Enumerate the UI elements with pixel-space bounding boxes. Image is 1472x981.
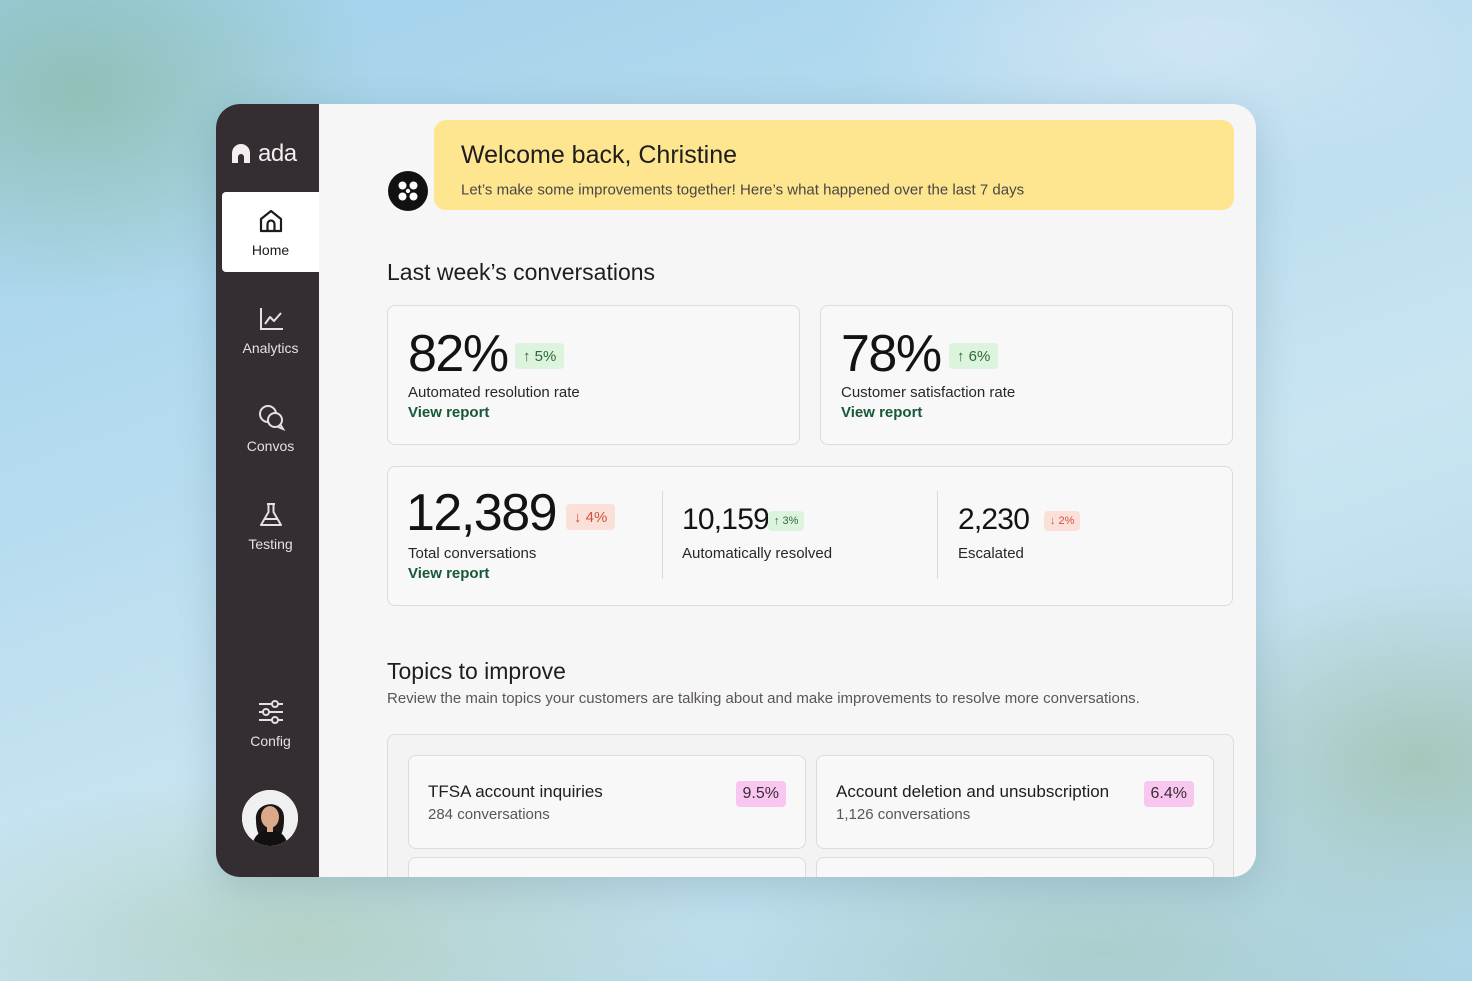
total-conversations-label: Total conversations xyxy=(408,545,537,562)
total-conversations-value: 12,389 xyxy=(406,484,558,542)
satisfaction-change-badge: ↑ 6% xyxy=(949,343,999,369)
escalated-label: Escalated xyxy=(958,545,1024,562)
satisfaction-card: 78% ↑ 6% Customer satisfaction rate View… xyxy=(820,305,1233,445)
sliders-icon xyxy=(258,700,283,724)
conversations-title: Last week’s conversations xyxy=(387,259,656,285)
sidebar-item-label: Config xyxy=(250,733,291,749)
topic-card-account-deletion[interactable]: Account deletion and unsubscription 1,12… xyxy=(816,755,1214,849)
flask-icon xyxy=(259,503,282,526)
sidebar-item-label: Home xyxy=(251,242,290,258)
sidebar-item-label: Convos xyxy=(246,438,295,454)
resolved-change-badge: ↑ 3% xyxy=(768,511,805,531)
sidebar-item-testing[interactable]: Testing xyxy=(222,486,319,566)
total-view-report-link[interactable]: View report xyxy=(408,565,490,582)
escalated-change-badge: ↓ 2% xyxy=(1044,511,1081,531)
sidebar-item-label: Analytics xyxy=(242,340,299,356)
sidebar-item-label: Testing xyxy=(248,536,293,552)
satisfaction-view-report-link[interactable]: View report xyxy=(841,404,923,421)
resolution-view-report-link[interactable]: View report xyxy=(408,404,490,421)
topics-title: Topics to improve xyxy=(387,658,566,684)
resolved-value: 10,159 xyxy=(682,503,770,536)
divider xyxy=(662,491,663,579)
topic-name: TFSA account inquiries xyxy=(428,782,603,801)
resolution-label: Automated resolution rate xyxy=(408,384,580,401)
ada-logo-icon xyxy=(232,144,250,163)
logo-text: ada xyxy=(258,140,297,167)
bot-icon xyxy=(388,171,428,211)
ada-logo[interactable]: ada xyxy=(230,140,297,168)
topic-count: 1,126 conversations xyxy=(836,806,971,823)
welcome-banner: Welcome back, Christine Let’s make some … xyxy=(434,120,1234,210)
convos-icon xyxy=(258,405,285,432)
topic-card[interactable] xyxy=(408,857,806,877)
topic-count: 284 conversations xyxy=(428,806,550,823)
satisfaction-label: Customer satisfaction rate xyxy=(841,384,1016,401)
app-window: ada Home Analytics Convos xyxy=(216,104,1256,877)
topic-name: Account deletion and unsubscription xyxy=(836,782,1110,801)
sidebar-item-home[interactable]: Home xyxy=(222,192,319,272)
topic-card-tfsa[interactable]: TFSA account inquiries 284 conversations… xyxy=(408,755,806,849)
home-icon xyxy=(259,209,282,233)
sidebar-item-convos[interactable]: Convos xyxy=(222,388,319,468)
welcome-title: Welcome back, Christine xyxy=(461,141,738,169)
sidebar-item-analytics[interactable]: Analytics xyxy=(222,290,319,370)
escalated-value: 2,230 xyxy=(958,503,1030,536)
total-change-badge: ↓ 4% xyxy=(566,504,616,530)
resolution-card: 82% ↑ 5% Automated resolution rate View … xyxy=(387,305,800,445)
topics-list: TFSA account inquiries 284 conversations… xyxy=(387,734,1234,877)
main-content: Welcome back, Christine Let’s make some … xyxy=(319,104,1256,877)
topics-subtitle: Review the main topics your customers ar… xyxy=(387,690,1140,707)
welcome-subtitle: Let’s make some improvements together! H… xyxy=(461,181,1025,199)
avatar[interactable] xyxy=(242,790,298,846)
totals-card: 12,389 ↓ 4% Total conversations View rep… xyxy=(387,466,1233,606)
topic-card[interactable] xyxy=(816,857,1214,877)
topic-percent-badge: 9.5% xyxy=(735,781,786,807)
sidebar: ada Home Analytics Convos xyxy=(216,104,319,877)
satisfaction-value: 78% xyxy=(841,325,942,383)
resolved-label: Automatically resolved xyxy=(682,545,833,562)
resolution-value: 82% xyxy=(408,325,509,383)
resolution-change-badge: ↑ 5% xyxy=(515,343,565,369)
analytics-icon xyxy=(259,308,283,330)
divider xyxy=(937,491,938,579)
avatar-image xyxy=(242,790,298,846)
sidebar-item-config[interactable]: Config xyxy=(222,683,319,763)
topic-percent-badge: 6.4% xyxy=(1143,781,1194,807)
